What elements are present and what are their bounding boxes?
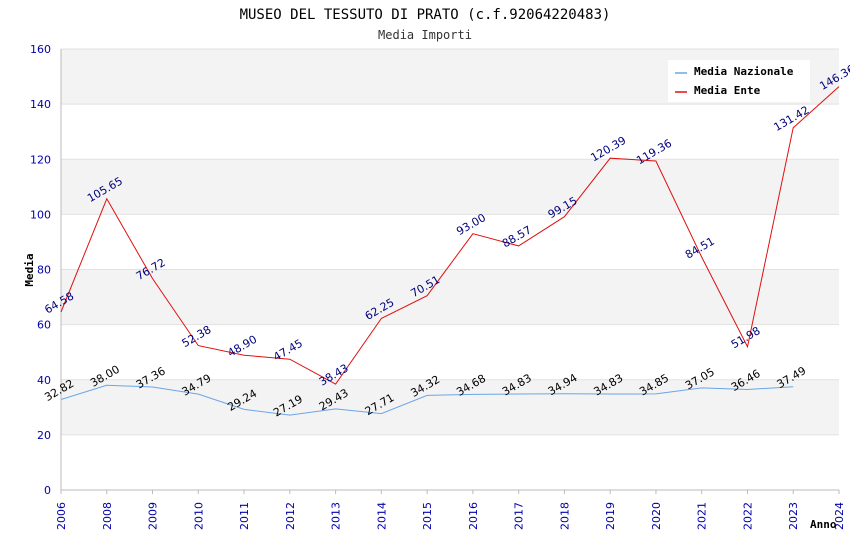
chart-subtitle: Media Importi xyxy=(378,28,472,42)
y-tick-label: 60 xyxy=(37,319,51,332)
y-tick-label: 140 xyxy=(30,98,51,111)
y-tick-label: 0 xyxy=(44,484,51,497)
series-line-media-nazionale xyxy=(60,384,794,416)
plot-background xyxy=(61,49,839,490)
x-tick-label: 2006 xyxy=(55,502,68,530)
plot-band xyxy=(61,434,839,490)
x-tick-label: 2024 xyxy=(833,502,846,530)
x-tick-label: 2015 xyxy=(421,502,434,530)
series-line-media-ente xyxy=(60,86,840,385)
x-axis-label: Anno xyxy=(810,518,837,531)
x-tick-label: 2023 xyxy=(787,502,800,530)
y-tick-label: 120 xyxy=(30,153,51,166)
y-tick-label: 80 xyxy=(37,264,51,277)
legend: Media Nazionale Media Ente xyxy=(668,60,810,102)
legend-label-media-ente: Media Ente xyxy=(694,84,761,97)
x-tick-label: 2013 xyxy=(330,502,343,530)
plot-band xyxy=(61,379,839,435)
x-tick-label: 2008 xyxy=(101,502,114,530)
x-tick-label: 2020 xyxy=(650,502,663,530)
plot-band xyxy=(61,269,839,325)
plot-band xyxy=(61,104,839,160)
y-tick-label: 100 xyxy=(30,208,51,221)
x-tick-label: 2016 xyxy=(467,502,480,530)
legend-label-media-nazionale: Media Nazionale xyxy=(694,65,794,78)
y-axis-ticks: 0 20 40 60 80 100 120 140 160 xyxy=(30,43,51,497)
y-tick-label: 160 xyxy=(30,43,51,56)
x-tick-label: 2019 xyxy=(604,502,617,530)
x-tick-label: 2017 xyxy=(513,502,526,530)
plot-band xyxy=(61,324,839,380)
legend-box xyxy=(668,60,810,102)
x-tick-label: 2009 xyxy=(147,502,160,530)
plot-band xyxy=(61,214,839,270)
chart-title: MUSEO DEL TESSUTO DI PRATO (c.f.92064220… xyxy=(240,7,611,23)
y-axis-label: Media xyxy=(23,253,36,286)
x-tick-label: 2018 xyxy=(558,502,571,530)
x-tick-label: 2021 xyxy=(696,502,709,530)
y-tick-label: 40 xyxy=(37,374,51,387)
plot-band xyxy=(61,159,839,215)
x-tick-label: 2022 xyxy=(741,502,754,530)
x-tick-label: 2014 xyxy=(375,502,388,530)
x-tick-label: 2010 xyxy=(192,502,205,530)
axes xyxy=(60,49,840,494)
y-tick-label: 20 xyxy=(37,429,51,442)
x-axis-ticks: 2006 2008 2009 2010 2011 2012 2013 2014 2015 2016… xyxy=(55,502,846,530)
x-tick-label: 2011 xyxy=(238,502,251,530)
x-tick-label: 2012 xyxy=(284,502,297,530)
series-lines xyxy=(60,86,840,416)
